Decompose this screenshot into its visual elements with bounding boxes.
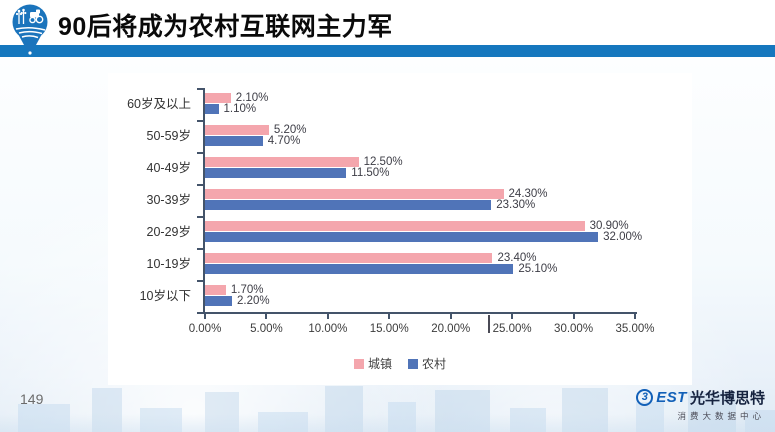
legend-item: 城镇	[353, 355, 392, 372]
building-silhouette	[562, 388, 608, 432]
bar-urban	[205, 93, 231, 103]
slide-title: 90后将成为农村互联网主力军	[58, 13, 393, 41]
building-silhouette	[258, 412, 308, 432]
bar-rural	[205, 264, 514, 274]
building-silhouette	[688, 392, 736, 432]
bar-value-label: 25.10%	[518, 263, 558, 275]
x-tick-label: 35.00%	[615, 323, 655, 335]
x-axis-tick	[265, 314, 268, 319]
category-label: 10-19岁	[146, 257, 191, 271]
bar-value-label: 24.30%	[508, 188, 548, 200]
bar-value-label: 4.70%	[267, 135, 301, 147]
best-logo-glyph: 3	[641, 391, 648, 403]
bar-rural	[205, 296, 233, 306]
agriculture-pin-icon	[12, 4, 48, 56]
building-silhouette	[205, 392, 239, 432]
legend-label: 农村	[422, 357, 447, 371]
brand-subtitle: 消费大数据中心	[677, 411, 765, 421]
bar-urban	[205, 157, 359, 167]
legend-swatch	[408, 358, 418, 369]
cityscape-decoration	[0, 380, 775, 432]
x-tick-label: 25.00%	[492, 323, 532, 335]
x-axis-tick	[326, 314, 329, 319]
x-axis-tick	[634, 314, 636, 319]
bar-value-label: 1.70%	[230, 284, 264, 296]
bar-value-label: 5.20%	[273, 124, 307, 136]
best-logo-icon: 3	[636, 389, 654, 406]
building-silhouette	[745, 410, 775, 432]
bar-rural	[205, 200, 492, 210]
building-silhouette	[388, 402, 416, 432]
x-tick-label: 10.00%	[308, 323, 348, 335]
y-axis-tick	[197, 216, 203, 218]
building-silhouette	[140, 408, 182, 432]
legend-item: 农村	[408, 355, 446, 372]
bar-value-label: 23.30%	[496, 199, 536, 211]
building-silhouette	[18, 404, 70, 432]
text-cursor-artifact	[488, 315, 490, 333]
x-axis	[203, 312, 637, 314]
bar-urban	[205, 253, 493, 263]
bar-urban	[205, 189, 504, 199]
x-axis-tick	[449, 314, 452, 319]
bar-rural	[205, 104, 219, 114]
building-silhouette	[435, 390, 490, 432]
x-tick-label: 20.00%	[431, 323, 471, 335]
page-number: 149	[20, 391, 44, 407]
x-axis-tick	[204, 314, 206, 319]
y-axis-tick	[197, 248, 203, 250]
slide-header: 90后将成为农村互联网主力军	[0, 0, 775, 45]
bar-value-label: 32.00%	[603, 231, 643, 243]
bar-rural	[205, 232, 599, 242]
y-axis-tick	[197, 280, 203, 282]
y-axis-tick	[197, 152, 203, 154]
bar-urban	[205, 221, 585, 231]
category-label: 10岁以下	[139, 289, 191, 303]
category-label: 50-59岁	[146, 129, 191, 143]
bar-value-label: 12.50%	[363, 156, 403, 168]
brand-name-cn: 光华博思特	[689, 390, 765, 407]
bar-value-label: 2.10%	[235, 92, 269, 104]
bar-value-label: 2.20%	[237, 295, 270, 307]
category-label: 30-39岁	[146, 193, 191, 207]
bar-urban	[205, 125, 269, 135]
y-axis-tick	[197, 120, 203, 122]
building-silhouette	[636, 402, 664, 432]
y-axis	[203, 88, 205, 314]
bar-value-label: 23.40%	[497, 252, 537, 264]
x-axis-tick	[572, 314, 575, 319]
brand-name-en: EST	[656, 389, 687, 406]
bar-rural	[205, 168, 347, 178]
y-axis-tick	[197, 312, 203, 314]
building-silhouette	[325, 386, 363, 432]
bar-value-label: 30.90%	[589, 220, 629, 232]
x-tick-label: 15.00%	[369, 323, 409, 335]
legend-swatch	[353, 358, 364, 369]
x-axis-tick	[511, 314, 514, 319]
x-tick-label: 5.00%	[250, 323, 283, 335]
x-tick-label: 30.00%	[554, 323, 594, 335]
bar-urban	[205, 285, 226, 295]
bar-chart: 城镇 农村 0.00% 5.00% 10.00% 15.00% 20.00% 25.00% 3…	[108, 73, 692, 385]
x-tick-label: 0.00%	[188, 323, 222, 335]
category-label: 60岁及以上	[127, 97, 191, 111]
legend-label: 城镇	[367, 357, 392, 371]
bar-value-label: 11.50%	[351, 167, 390, 179]
header-divider-bar	[0, 45, 775, 57]
bar-value-label: 1.10%	[223, 103, 257, 115]
category-label: 40-49岁	[146, 161, 191, 175]
brand-logo-row: 3 EST 光华博思特	[636, 387, 765, 408]
y-axis-tick	[197, 184, 203, 186]
chart-legend: 城镇 农村	[108, 355, 692, 372]
building-silhouette	[510, 408, 546, 432]
brand-logo: 3 EST 光华博思特 消费大数据中心	[636, 387, 765, 422]
x-axis-tick	[388, 314, 391, 319]
skyline-haze	[0, 414, 775, 432]
bar-rural	[205, 136, 263, 146]
y-axis-tick	[197, 88, 203, 90]
category-label: 20-29岁	[146, 225, 191, 239]
building-silhouette	[92, 388, 122, 432]
